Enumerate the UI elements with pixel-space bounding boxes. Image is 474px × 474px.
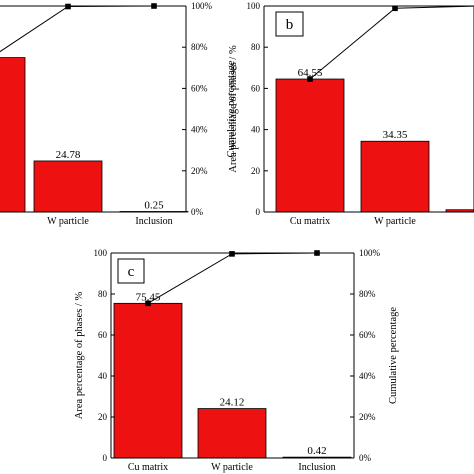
panel-c-panel-letter: c <box>128 264 135 280</box>
panel-c-y-tick-label: 60 <box>98 330 108 340</box>
panel-a-y2-tick-label: 20% <box>191 166 208 176</box>
panel-a-y2-axis-label: Cumulative percentage <box>226 60 237 157</box>
panel-c-bar <box>197 408 267 459</box>
panel-c-y2-axis-label: Cumulative percentage <box>388 307 399 404</box>
panel-a-y2-tick-label: 60% <box>191 83 208 93</box>
panel-b-y-tick-label: 0 <box>256 207 261 217</box>
panel-c-bar-value-label: 75.45 <box>136 291 161 303</box>
panel-a-y2-tick-label: 40% <box>191 125 208 135</box>
panel-c-y2-tick-label: 80% <box>359 289 376 299</box>
panel-c-y2-tick-label: 60% <box>359 330 376 340</box>
panel-c-y-tick-label: 40 <box>98 371 108 381</box>
panel-a-bar-value-label: 24.78 <box>56 149 81 161</box>
panel-b-y-tick-label: 100 <box>247 1 261 11</box>
panel-a-category-label: W particle <box>47 216 89 227</box>
panel-c-y-tick-label: 20 <box>98 412 108 422</box>
panel-c-y-axis-label: Area percentage of phases / % <box>74 292 85 420</box>
panel-c-bar-value-label: 0.42 <box>307 445 326 457</box>
panel-b-cumulative-marker <box>307 76 313 82</box>
panel-a-y2-tick-label: 100% <box>191 1 213 11</box>
panel-b-y-tick-label: 40 <box>251 125 261 135</box>
panel-c-category-label: Cu matrix <box>128 462 168 473</box>
panel-b-category-label: W particle <box>374 216 416 227</box>
panel-b-cumulative-marker <box>392 5 398 12</box>
panel-c-y2-tick-label: 40% <box>359 371 376 381</box>
panel-b-bar <box>360 140 430 213</box>
panel-a-bar-value-label: 0.25 <box>144 199 164 211</box>
panel-c-category-label: Inclusion <box>298 462 335 473</box>
panel-a-y2-tick-label: 80% <box>191 42 208 52</box>
panel-c-bar <box>113 302 183 459</box>
panel-c-y-tick-label: 100 <box>94 248 108 258</box>
panel-c-y2-tick-label: 0% <box>359 453 372 463</box>
panel-a-category-label: Inclusion <box>135 216 172 227</box>
panel-b-bar <box>275 78 345 213</box>
panel-c-panel-box <box>117 258 145 284</box>
panel-b-bar-value-label: 64.55 <box>298 67 323 79</box>
panel-b-panel-letter: b <box>286 17 294 33</box>
panel-b-bar-value-label: 34.35 <box>383 129 408 141</box>
panel-a-bar <box>0 57 26 213</box>
panel-a-cumulative-marker <box>65 3 71 10</box>
panel-c-y2-tick-label: 100% <box>359 248 381 258</box>
panel-c-y2-tick-label: 20% <box>359 412 376 422</box>
panel-b-y-axis-label: Area percentage of phases / % <box>228 45 239 173</box>
panel-c-category-label: W particle <box>211 462 253 473</box>
panel-b-y-tick-label: 20 <box>251 166 261 176</box>
panel-b-bar <box>445 209 474 213</box>
panel-b-y-tick-label: 60 <box>251 83 261 93</box>
panel-c-y-tick-label: 80 <box>98 289 108 299</box>
panel-c-cumulative-marker <box>145 300 151 307</box>
panel-c-cumulative-marker <box>229 251 235 257</box>
panel-a-cumulative-line <box>0 5 155 53</box>
panel-c-y-tick-label: 0 <box>103 453 108 463</box>
panel-a-bar <box>33 160 103 213</box>
panel-b-y-tick-label: 80 <box>251 42 261 52</box>
panel-a-y2-tick-label: 0% <box>191 207 204 217</box>
panel-b-panel-box <box>275 11 304 37</box>
panel-b-cumulative-line <box>309 5 474 80</box>
panel-b-category-label: Cu matrix <box>290 216 330 227</box>
panel-c-bar-value-label: 24.12 <box>220 397 245 409</box>
panel-c-cumulative-line <box>147 252 318 304</box>
